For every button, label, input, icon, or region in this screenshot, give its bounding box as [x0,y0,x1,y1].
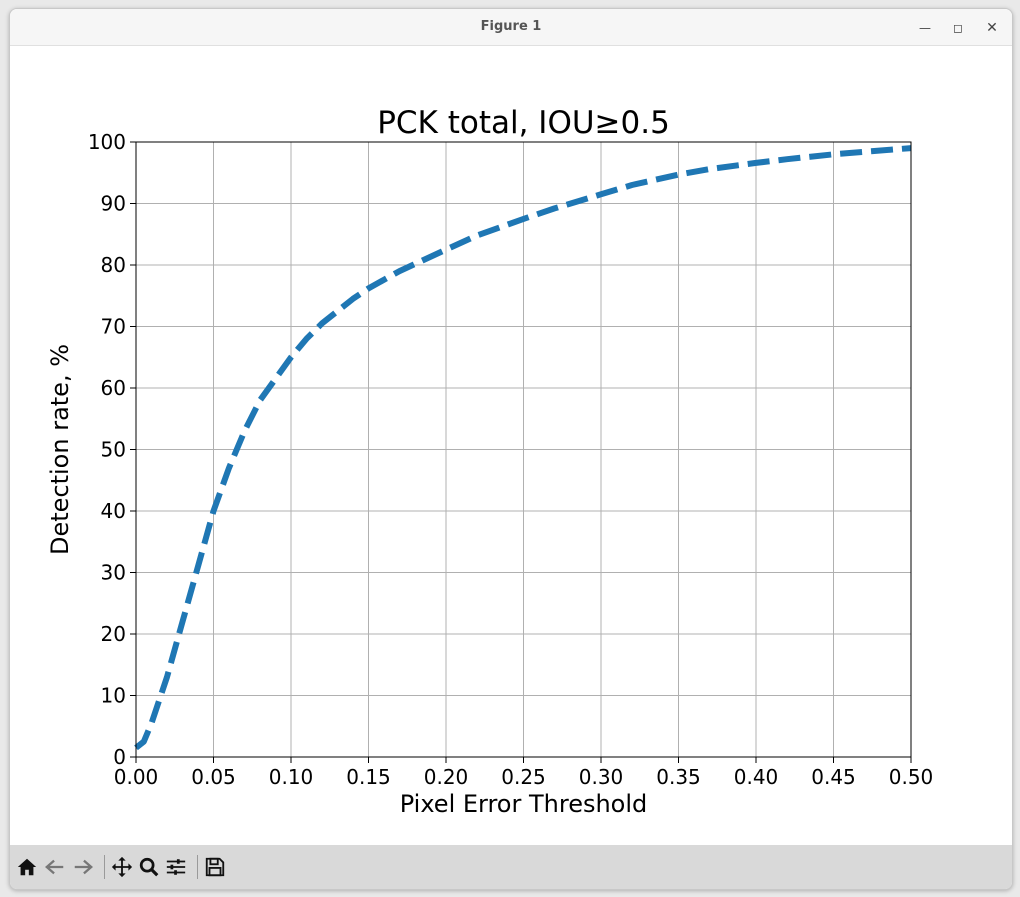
y-tick-label: 100 [88,130,126,154]
title-bar: Figure 1 — ◻ ✕ [10,9,1012,46]
x-tick-label: 0.45 [811,765,856,789]
pan-icon[interactable] [109,854,135,880]
chart-title: PCK total, IOU≥0.5 [377,105,670,141]
axes-frame [135,141,912,758]
configure-subplots-icon[interactable] [163,854,189,880]
y-tick-label: 0 [113,745,126,769]
y-tick-label: 20 [101,622,126,646]
navigation-toolbar [10,845,1012,889]
y-tick-label: 10 [101,684,126,708]
y-tick-label: 50 [101,438,126,462]
minimize-icon[interactable]: — [919,21,931,35]
x-tick-label: 0.15 [346,765,391,789]
y-axis-label: Detection rate, % [46,344,74,555]
x-tick-label: 0.25 [501,765,546,789]
y-tick-label: 90 [101,192,126,216]
y-tick-label: 40 [101,499,126,523]
maximize-icon[interactable]: ◻ [953,21,963,35]
chart: 0.00 0.05 0.10 0.15 0.20 0.25 0.30 0.35 0.40 0.45… [46,105,934,818]
x-tick-label: 0.35 [656,765,701,789]
window-title: Figure 1 [480,19,542,34]
x-tick-label: 0.10 [269,765,314,789]
y-tick-label: 30 [101,561,126,585]
x-tick-label: 0.20 [424,765,469,789]
forward-arrow-icon[interactable] [70,854,96,880]
detection-rate-line [134,145,912,751]
x-tick-label: 0.00 [114,765,159,789]
back-arrow-icon[interactable] [42,854,68,880]
save-icon[interactable] [202,854,228,880]
y-tick-label: 70 [101,315,126,339]
x-tick-label: 0.50 [889,765,934,789]
x-tick-label: 0.05 [191,765,236,789]
home-icon[interactable] [14,854,40,880]
plot-area: 0.00 0.05 0.10 0.15 0.20 0.25 0.30 0.35 0.40 0.45… [10,45,1012,845]
figure-window: Figure 1 — ◻ ✕ 0.00 0.05 0.10 0.15 0.20 0.25 0… [9,8,1013,890]
zoom-icon[interactable] [136,854,162,880]
y-tick-label: 60 [101,376,126,400]
x-tick-label: 0.40 [734,765,779,789]
toolbar-separator [197,855,198,879]
toolbar-separator [104,855,105,879]
x-axis-label: Pixel Error Threshold [400,790,648,818]
x-tick-label: 0.30 [579,765,624,789]
y-tick-label: 80 [101,253,126,277]
close-icon[interactable]: ✕ [986,20,998,36]
